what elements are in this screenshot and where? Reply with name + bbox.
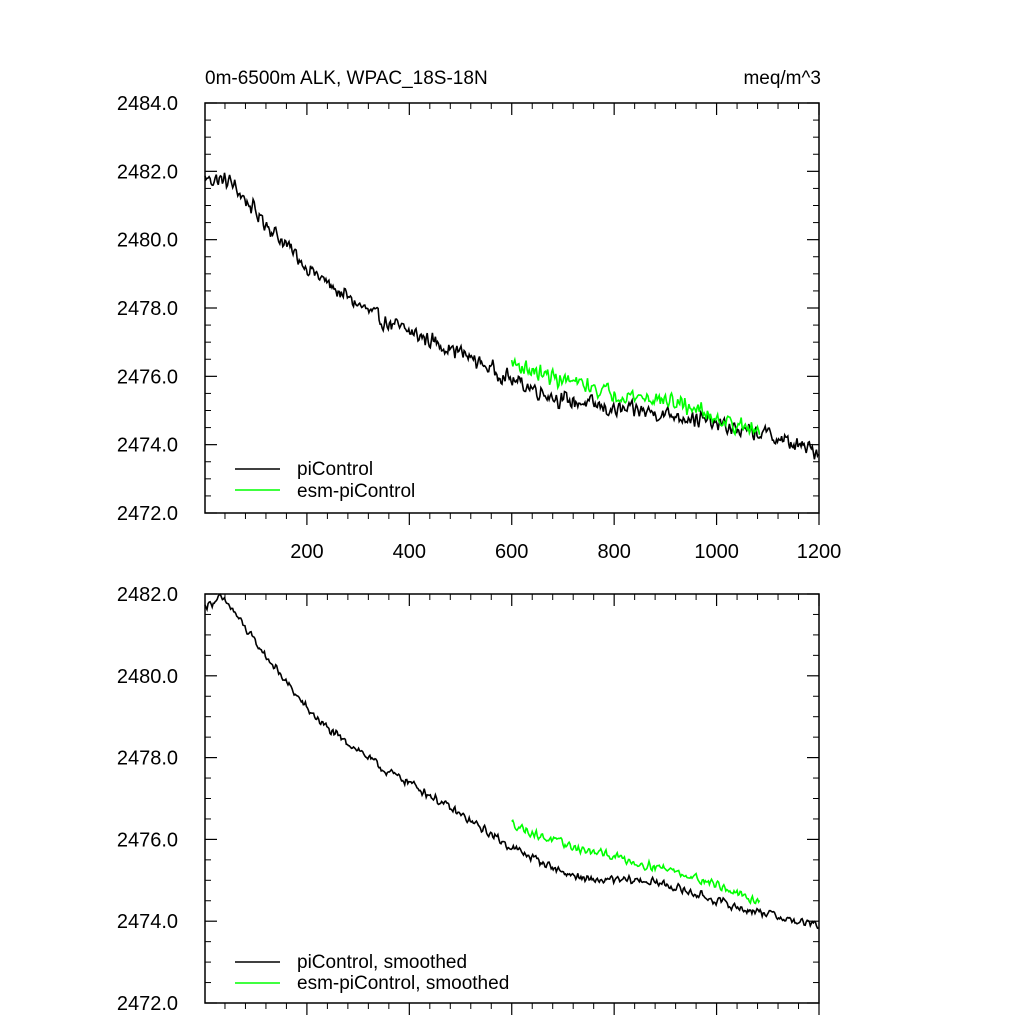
legend-label-esm-picontrol-smoothed: esm-piControl, smoothed bbox=[297, 973, 509, 994]
y-tick-label: 2480.0 bbox=[117, 666, 178, 688]
y-tick-label: 2476.0 bbox=[117, 366, 178, 388]
y-tick-label: 2484.0 bbox=[117, 93, 178, 115]
x-tick-label: 200 bbox=[290, 541, 323, 563]
x-tick-label: 800 bbox=[597, 541, 630, 563]
picontrol-smoothed-line bbox=[204, 593, 819, 930]
top-panel: 0m-6500m ALK, WPAC_18S-18N meq/m^3 2472.… bbox=[117, 68, 841, 563]
picontrol-line bbox=[204, 172, 820, 460]
y-tick-label: 2482.0 bbox=[117, 161, 178, 183]
legend-label-picontrol-smoothed: piControl, smoothed bbox=[297, 952, 467, 973]
x-tick-label: 1200 bbox=[797, 541, 842, 563]
y-tick-label: 2476.0 bbox=[117, 829, 178, 851]
y-tick-label: 2472.0 bbox=[117, 993, 178, 1015]
legend-label-picontrol: piControl bbox=[297, 459, 373, 480]
y-tick-label: 2482.0 bbox=[117, 584, 178, 606]
esm-picontrol-smoothed-line bbox=[511, 818, 761, 906]
top-panel-series bbox=[204, 172, 820, 460]
y-tick-label: 2478.0 bbox=[117, 298, 178, 320]
legend-label-esm-picontrol: esm-piControl bbox=[297, 481, 415, 502]
top-plot-frame bbox=[204, 102, 820, 514]
bottom-panel-series bbox=[204, 593, 819, 930]
esm-picontrol-line bbox=[510, 356, 761, 437]
top-legend: piControl esm-piControl bbox=[235, 459, 415, 502]
units-label: meq/m^3 bbox=[743, 68, 821, 89]
y-tick-label: 2478.0 bbox=[117, 748, 178, 770]
x-tick-label: 600 bbox=[495, 541, 528, 563]
y-tick-label: 2474.0 bbox=[117, 911, 178, 933]
chart-title: 0m-6500m ALK, WPAC_18S-18N bbox=[205, 68, 488, 89]
bottom-legend: piControl, smoothed esm-piControl, smoot… bbox=[235, 952, 509, 994]
y-tick-label: 2472.0 bbox=[117, 503, 178, 525]
y-tick-label: 2474.0 bbox=[117, 435, 178, 457]
bottom-plot-frame bbox=[204, 593, 820, 1004]
x-tick-label: 400 bbox=[393, 541, 426, 563]
top-panel-x-tick-labels: 200 400 600 800 1000 1200 bbox=[290, 541, 841, 563]
bottom-panel: 2472.0 2474.0 2476.0 2478.0 2480.0 2482.0 piC… bbox=[117, 584, 820, 1015]
y-tick-label: 2480.0 bbox=[117, 230, 178, 252]
x-tick-label: 1000 bbox=[694, 541, 739, 563]
bottom-panel-y-tick-labels: 2472.0 2474.0 2476.0 2478.0 2480.0 2482.0 bbox=[117, 584, 178, 1015]
top-panel-y-tick-labels: 2472.0 2474.0 2476.0 2478.0 2480.0 2482.0 2484… bbox=[117, 93, 178, 525]
